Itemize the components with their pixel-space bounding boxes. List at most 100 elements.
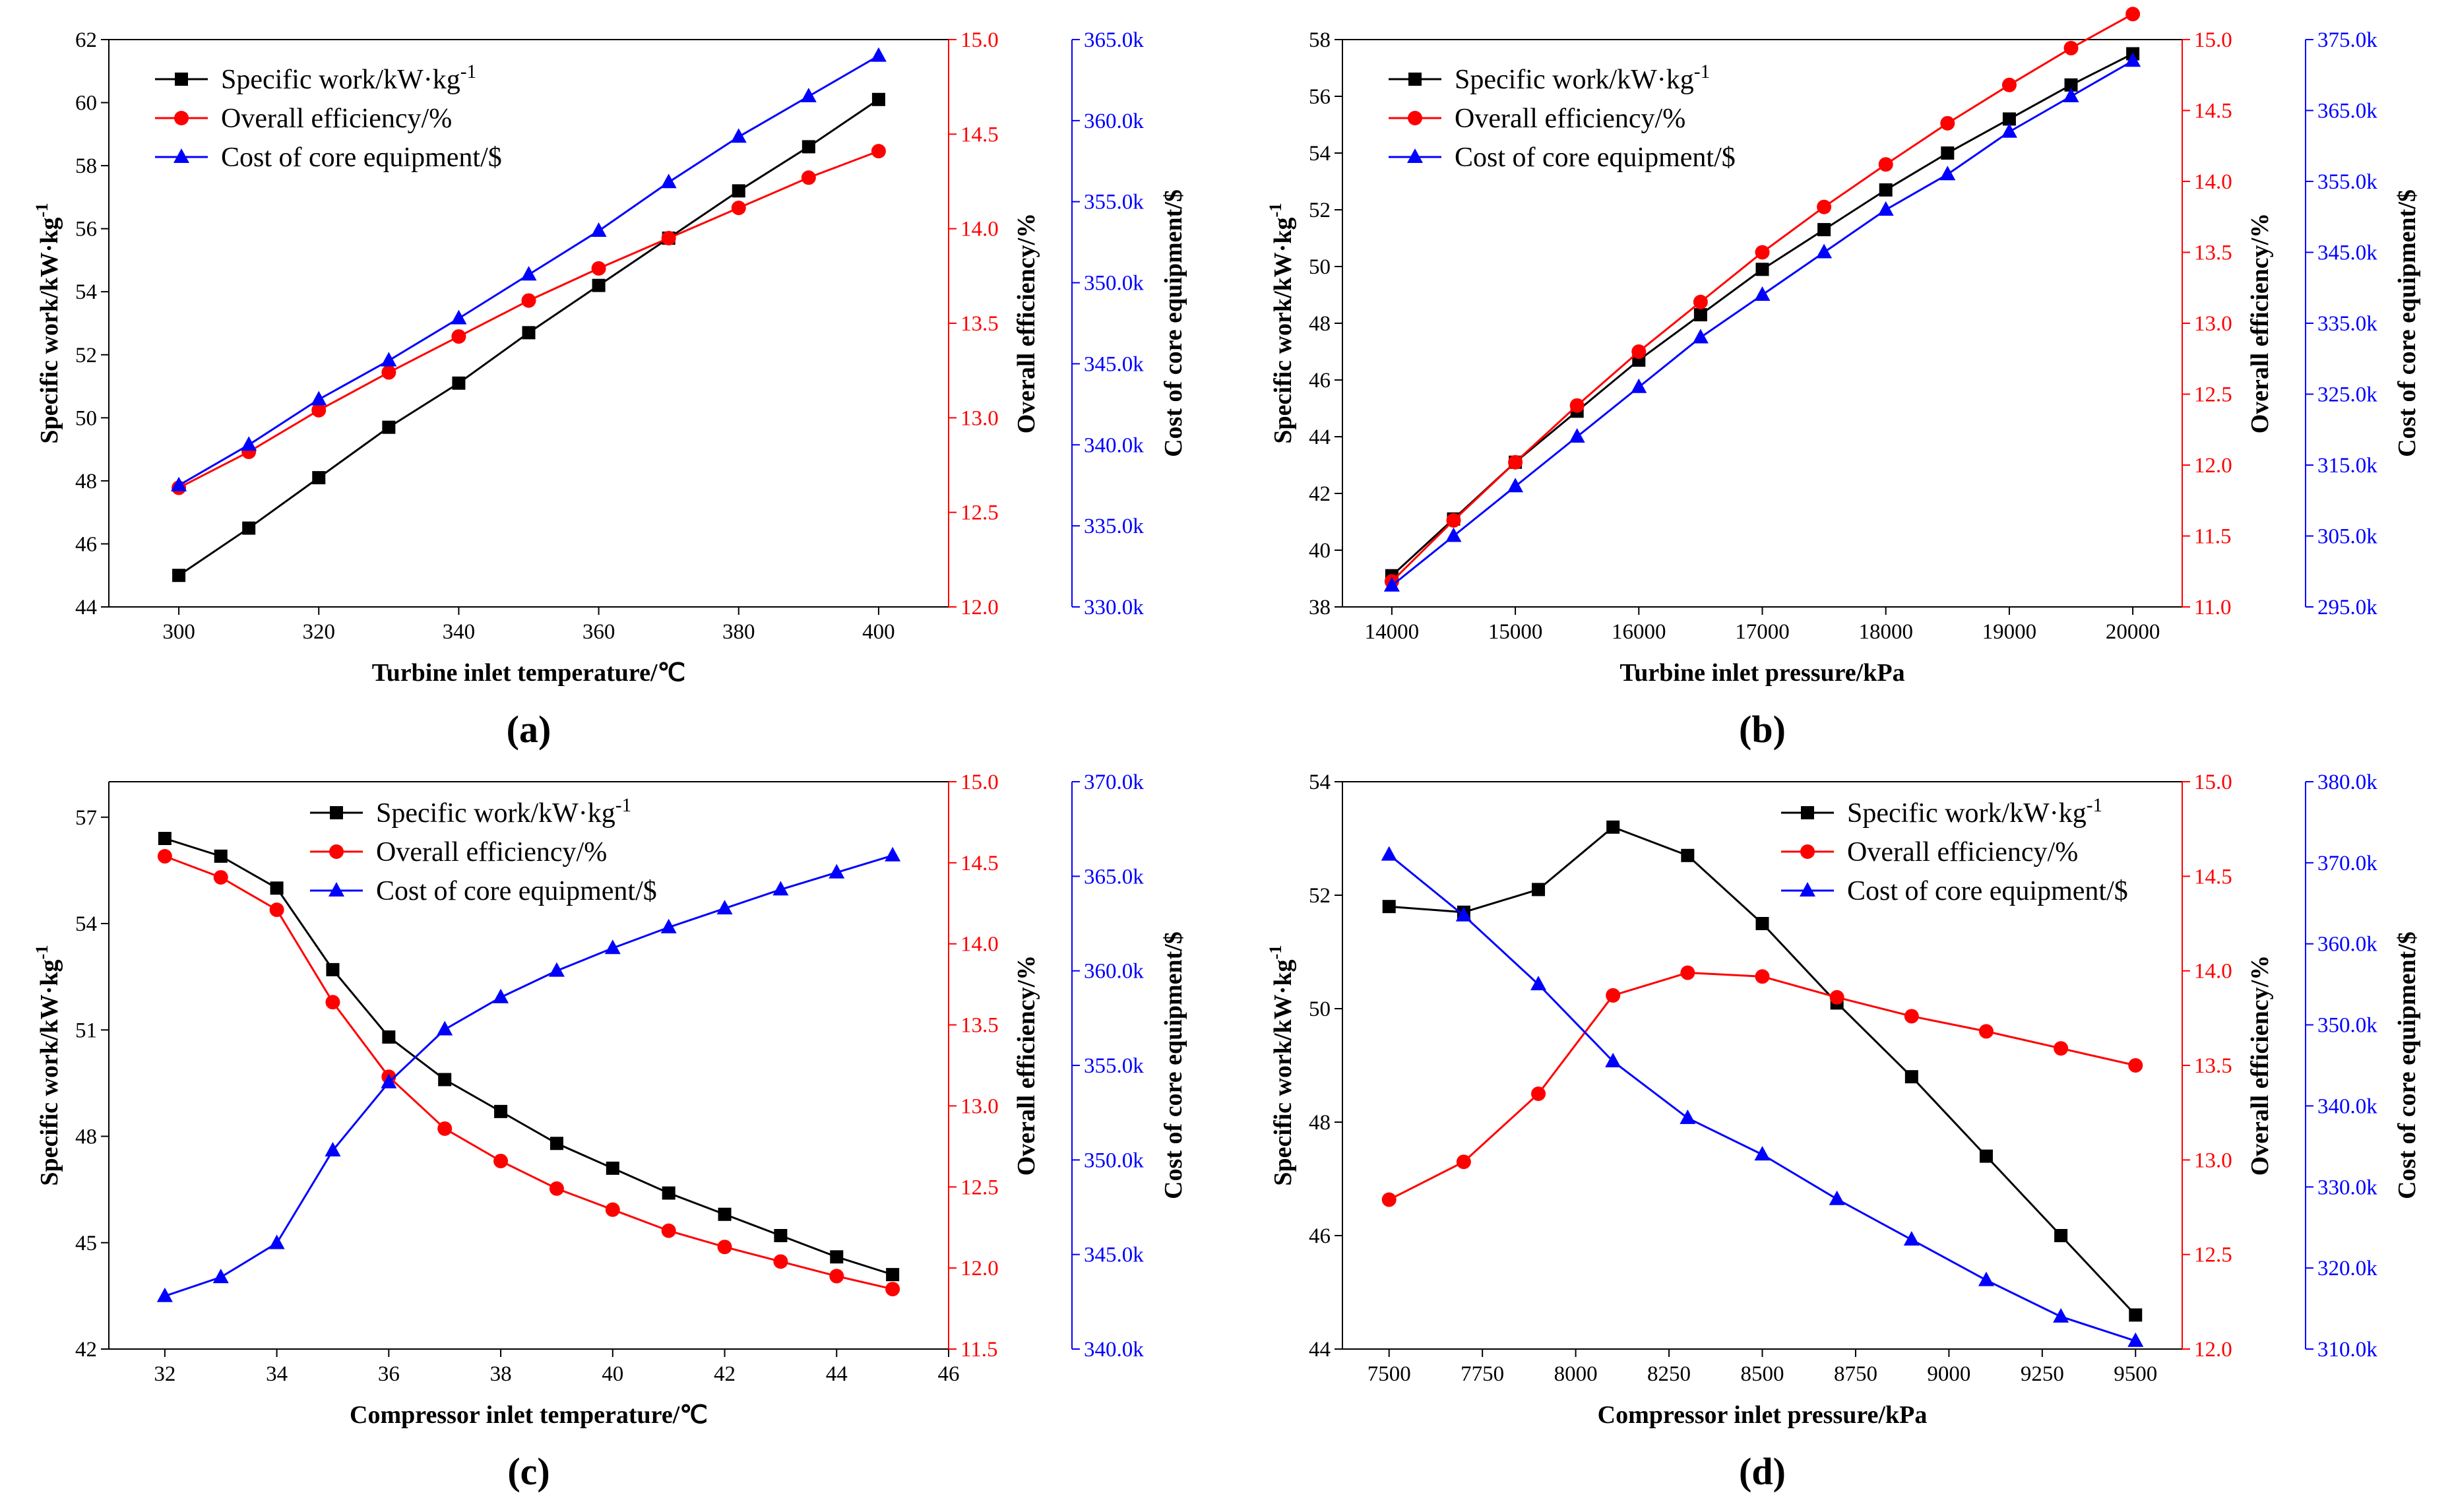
data-point: [451, 309, 467, 325]
right1-tick-label: 12.0: [2194, 454, 2232, 478]
data-point: [661, 1223, 676, 1238]
data-point: [885, 846, 901, 862]
data-point: [1829, 990, 1844, 1005]
series-square: [158, 832, 900, 1282]
left-axis-title: Specific work/kW·kg-1: [32, 945, 63, 1185]
data-point: [1456, 1154, 1471, 1170]
data-point: [1446, 513, 1461, 528]
series-line: [1391, 59, 2133, 586]
series-circle: [1384, 7, 2141, 589]
left-axis-title: Specific work/kW·kg-1: [32, 203, 63, 443]
right2-tick-label: 340.0k: [1084, 1338, 1144, 1362]
right1-tick-label: 13.5: [2194, 1054, 2232, 1078]
data-point: [268, 1234, 285, 1249]
legend-label: Specific work/kW·kg-1: [1455, 61, 1710, 95]
right1-tick-label: 12.5: [2194, 1244, 2232, 1267]
right1-tick-label: 13.0: [2194, 1149, 2232, 1172]
data-point: [2001, 77, 2017, 92]
right2-tick-label: 350.0k: [1084, 272, 1144, 296]
right2-tick-label: 315.0k: [2317, 454, 2377, 478]
data-point: [773, 1254, 788, 1269]
data-point: [381, 352, 397, 367]
right1-tick-label: 13.0: [2194, 312, 2232, 336]
right1-tick-label: 12.5: [960, 1176, 999, 1199]
data-point: [1681, 848, 1695, 862]
data-point: [1631, 378, 1647, 393]
right2-tick-label: 360.0k: [2317, 933, 2377, 957]
x-tick-label: 340: [443, 620, 476, 644]
data-point: [1755, 917, 1769, 930]
data-point: [1939, 166, 1956, 181]
data-point: [1692, 329, 1709, 344]
data-point: [605, 1202, 620, 1217]
right2-tick-label: 340.0k: [2317, 1094, 2377, 1118]
data-point: [2125, 52, 2141, 67]
right1-tick-label: 14.5: [2194, 100, 2232, 123]
data-point: [270, 881, 284, 895]
data-point: [1531, 1087, 1546, 1101]
right2-axis-title: Cost of core equipment/$: [1160, 931, 1187, 1199]
right2-tick-label: 305.0k: [2317, 525, 2377, 549]
data-point: [549, 1181, 564, 1196]
legend-label: Overall efficiency/%: [1847, 837, 2078, 867]
left-tick-label: 42: [75, 1338, 97, 1362]
right2-tick-label: 355.0k: [2317, 170, 2377, 194]
right1-tick-label: 12.5: [960, 501, 999, 525]
legend-marker: [174, 111, 189, 125]
right2-axis-title: Cost of core equipment/$: [2393, 931, 2421, 1199]
data-point: [172, 569, 186, 583]
right2-tick-label: 355.0k: [1084, 191, 1144, 214]
data-point: [521, 293, 536, 308]
data-point: [718, 1207, 732, 1221]
series-line: [1389, 972, 2136, 1201]
data-point: [382, 1030, 396, 1044]
data-point: [382, 420, 396, 434]
data-point: [1817, 223, 1831, 237]
data-point: [870, 47, 887, 62]
left-tick-label: 51: [75, 1019, 97, 1042]
data-point: [2125, 7, 2141, 22]
right1-tick-label: 14.0: [960, 933, 999, 957]
x-tick-label: 8000: [1554, 1362, 1598, 1386]
right1-tick-label: 11.5: [960, 1338, 998, 1362]
data-point: [1941, 146, 1955, 160]
data-point: [1754, 1146, 1771, 1161]
legend: Specific work/kW·kg-1 Overall efficiency/…: [1389, 61, 1736, 173]
x-tick-label: 32: [154, 1362, 175, 1386]
data-point: [1755, 263, 1769, 276]
data-point: [1680, 965, 1695, 980]
left-tick-label: 52: [75, 344, 97, 367]
right2-tick-label: 335.0k: [2317, 312, 2377, 336]
data-point: [2053, 1307, 2069, 1323]
left-tick-label: 48: [1309, 1111, 1331, 1135]
data-point: [660, 918, 677, 933]
x-tick-label: 7500: [1367, 1362, 1411, 1386]
data-point: [829, 1269, 844, 1284]
legend-label: Overall efficiency/%: [376, 837, 607, 867]
legend-marker: [329, 844, 344, 859]
data-point: [1381, 846, 1397, 861]
legend-marker: [1800, 844, 1815, 859]
left-tick-label: 46: [75, 532, 97, 556]
x-tick-label: 38: [490, 1362, 512, 1386]
data-point: [1532, 883, 1546, 897]
series-triangle: [156, 846, 901, 1302]
left-axis-title: Specific work/kW·kg-1: [1265, 203, 1297, 443]
left-tick-label: 62: [75, 28, 97, 52]
data-point: [1569, 428, 1585, 443]
data-point: [269, 902, 284, 918]
series-line: [164, 837, 893, 1276]
data-point: [1755, 245, 1770, 260]
data-point: [1606, 820, 1620, 834]
data-point: [548, 962, 565, 977]
legend-marker: [330, 806, 343, 819]
x-tick-label: 8250: [1647, 1362, 1691, 1386]
data-point: [214, 849, 228, 863]
right2-tick-label: 330.0k: [2317, 1176, 2377, 1199]
data-point: [1508, 455, 1523, 470]
data-point: [452, 376, 466, 390]
series-triangle: [1381, 846, 2144, 1347]
x-tick-label: 16000: [1612, 620, 1666, 644]
data-point: [1877, 201, 1894, 216]
right2-tick-label: 350.0k: [2317, 1014, 2377, 1038]
